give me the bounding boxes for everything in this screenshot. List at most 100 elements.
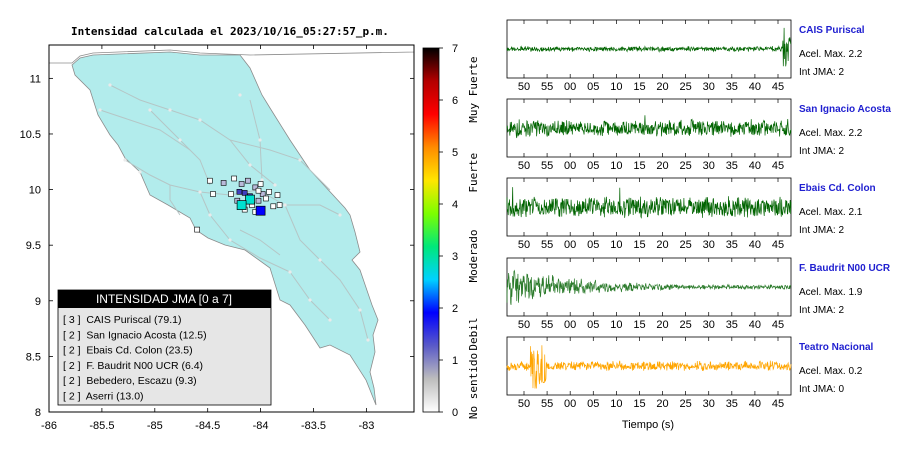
- station-accel: Acel. Max. 2.1: [799, 207, 863, 218]
- seismogram-panels: 50 55 00 05 10 15 20 25 30 35 40 45 CAIS Puriscal Ace…: [506, 19, 891, 410]
- time-tick-label: 00: [564, 160, 576, 172]
- time-tick-label: 15: [633, 398, 645, 410]
- colorbar-category-label: Moderado: [467, 230, 480, 283]
- station-markers: [194, 175, 283, 233]
- time-tick-label: 30: [703, 398, 715, 410]
- map-x-tick-label: -85.5: [89, 420, 114, 432]
- colorbar-tick-label: 2: [452, 303, 458, 315]
- seismogram-panel: 50 55 00 05 10 15 20 25 30 35 40 45 CAIS Puriscal Ace…: [506, 19, 865, 93]
- station-accel: Acel. Max. 1.9: [799, 287, 863, 298]
- map-y-tick-label: 8.5: [26, 351, 41, 363]
- colorbar-tick-label: 7: [452, 43, 458, 55]
- seismogram-trace: [506, 187, 792, 219]
- time-tick-label: 45: [772, 160, 784, 172]
- station-accel: Acel. Max. 2.2: [799, 128, 863, 139]
- time-tick-label: 40: [749, 398, 761, 410]
- time-tick-label: 00: [564, 319, 576, 331]
- time-tick-label: 00: [564, 81, 576, 93]
- time-axis-label: Tiempo (s): [622, 419, 674, 431]
- colorbar-category-label: Debil: [467, 317, 480, 350]
- station-marker-highlight: [236, 200, 247, 210]
- time-tick-label: 20: [656, 398, 668, 410]
- map-title: Intensidad calculada el 2023/10/16_05:27…: [71, 25, 389, 38]
- station-name: San Ignacio Acosta: [799, 104, 891, 115]
- colorbar-gradient: [422, 47, 440, 413]
- time-tick-label: 35: [726, 319, 738, 331]
- legend-item: [ 2 ] Ebais Cd. Colon (23.5): [63, 345, 193, 357]
- time-tick-label: 30: [703, 319, 715, 331]
- station-marker-highlight: [255, 205, 266, 216]
- legend-item: [ 2 ] Aserri (13.0): [63, 391, 144, 403]
- time-tick-label: 15: [633, 81, 645, 93]
- colorbar-category-label: Fuerte: [467, 153, 480, 193]
- time-tick-label: 25: [680, 398, 692, 410]
- colorbar-ticks: 0 1 2 3 4 5 6 7: [439, 43, 458, 419]
- time-tick-label: 30: [703, 160, 715, 172]
- station-marker: [266, 189, 272, 195]
- map-x-tick-label: -85: [147, 420, 163, 432]
- seismogram-panel: 50 55 00 05 10 15 20 25 30 35 40 45 Teatro Nacional A…: [506, 336, 873, 410]
- station-marker: [257, 181, 264, 187]
- legend-item: [ 2 ] San Ignacio Acosta (12.5): [63, 329, 207, 341]
- station-marker: [238, 181, 245, 187]
- time-tick-label: 15: [633, 319, 645, 331]
- colorbar-category-label: Muy Fuerte: [467, 56, 480, 122]
- time-tick-label: 50: [518, 319, 530, 331]
- time-tick-label: 55: [541, 81, 553, 93]
- map-y-tick-label: 9.5: [26, 240, 41, 252]
- station-jma: Int JMA: 2: [799, 305, 844, 316]
- time-tick-label: 25: [680, 319, 692, 331]
- legend-item: [ 2 ] F. Baudrit N00 UCR (6.4): [63, 360, 203, 372]
- map-x-tick-label: -83: [358, 420, 374, 432]
- station-accel: Acel. Max. 0.2: [799, 366, 863, 377]
- time-tick-label: 50: [518, 81, 530, 93]
- time-tick-label: 10: [610, 398, 622, 410]
- time-tick-label: 50: [518, 398, 530, 410]
- time-tick-label: 15: [633, 239, 645, 251]
- map-y-tick-label: 10: [29, 185, 41, 197]
- legend-item: [ 2 ] Bebedero, Escazu (9.3): [63, 375, 197, 387]
- costa-rica-landmass: [71, 51, 379, 406]
- station-name: Teatro Nacional: [799, 342, 873, 353]
- legend-box: [57, 289, 272, 406]
- seismogram-trace: [506, 115, 792, 139]
- station-marker: [255, 187, 262, 194]
- station-jma: Int JMA: 2: [799, 146, 844, 157]
- time-tick-label: 55: [541, 319, 553, 331]
- station-name: CAIS Puriscal: [799, 25, 865, 36]
- map-y-tick-label: 8: [35, 407, 41, 419]
- station-jma: Int JMA: 2: [799, 225, 844, 236]
- station-marker: [259, 191, 266, 197]
- legend-item: [ 3 ] CAIS Puriscal (79.1): [63, 314, 181, 326]
- time-tick-label: 00: [564, 398, 576, 410]
- colorbar-tick-label: 6: [452, 95, 458, 107]
- legend-header-bg: [58, 290, 271, 308]
- seismogram-panel: 50 55 00 05 10 15 20 25 30 35 40 45 San Ignacio Acos…: [506, 98, 891, 172]
- station-marker: [228, 191, 234, 197]
- time-tick-label: 55: [541, 398, 553, 410]
- time-tick-label: 10: [610, 160, 622, 172]
- time-tick-label: 05: [587, 239, 599, 251]
- seismogram-trace: [506, 345, 792, 389]
- time-tick-label: 30: [703, 239, 715, 251]
- legend-header: INTENSIDAD JMA [0 a 7]: [96, 292, 232, 306]
- seismogram-panel: 50 55 00 05 10 15 20 25 30 35 40 45 F. Baudrit N00 U…: [506, 257, 891, 331]
- time-tick-label: 55: [541, 239, 553, 251]
- station-marker: [210, 191, 216, 197]
- time-tick-label: 05: [587, 398, 599, 410]
- time-tick-label: 05: [587, 81, 599, 93]
- time-tick-label: 10: [610, 81, 622, 93]
- time-tick-label: 25: [680, 239, 692, 251]
- time-tick-label: 45: [772, 239, 784, 251]
- map-x-tick-label: -84: [253, 420, 269, 432]
- colorbar-tick-label: 0: [452, 407, 458, 419]
- station-marker: [274, 192, 281, 198]
- station-marker: [276, 202, 283, 208]
- station-marker: [245, 177, 251, 184]
- station-marker: [255, 197, 262, 204]
- time-tick-label: 25: [680, 160, 692, 172]
- time-tick-label: 50: [518, 160, 530, 172]
- time-tick-label: 20: [656, 319, 668, 331]
- intensity-legend: INTENSIDAD JMA [0 a 7] [ 3 ] CAIS Purisc…: [57, 289, 272, 406]
